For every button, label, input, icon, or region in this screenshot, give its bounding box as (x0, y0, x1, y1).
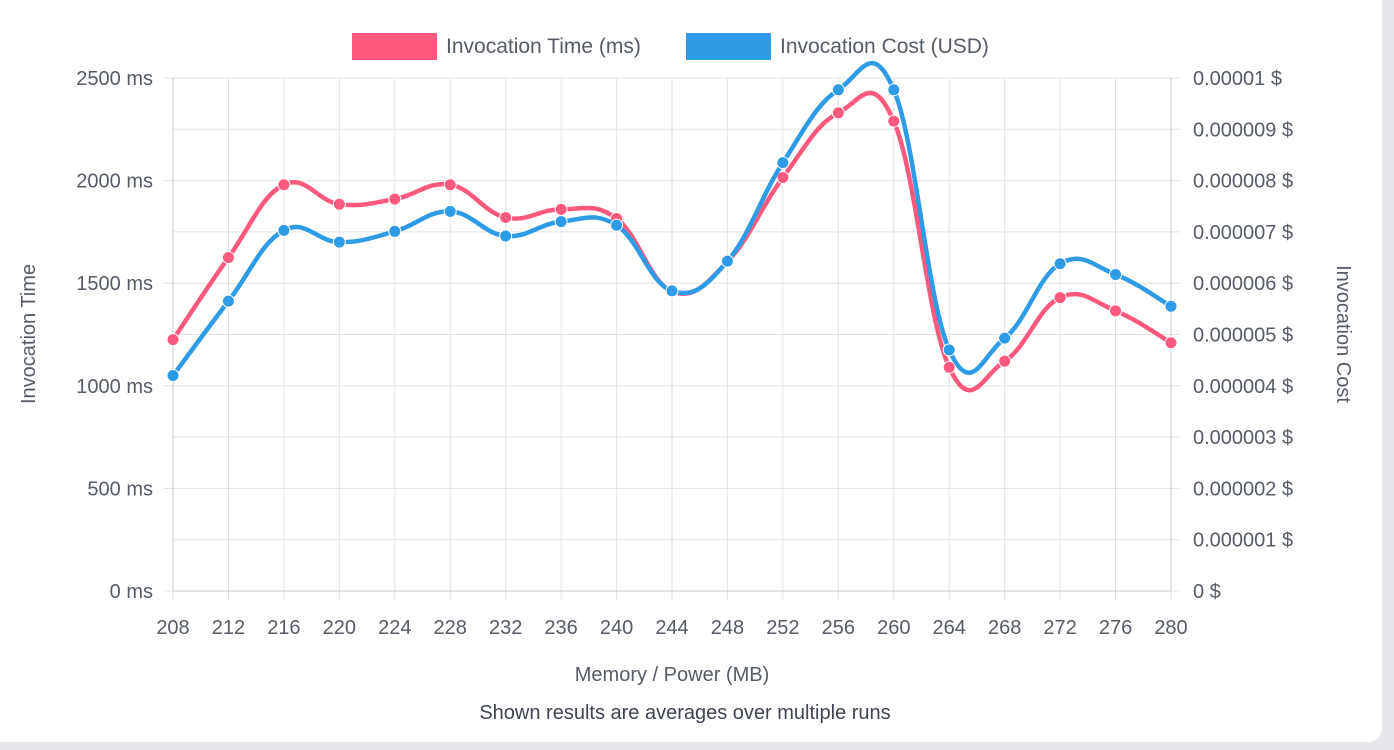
data-point (277, 223, 291, 237)
legend-item-1[interactable]: Invocation Time (ms) (352, 33, 641, 60)
y-left-tick-label: 1500 ms (76, 273, 153, 295)
data-point (998, 354, 1012, 368)
data-point (776, 171, 790, 185)
x-tick-label: 280 (1154, 617, 1187, 639)
x-tick-label: 248 (711, 617, 744, 639)
data-point (942, 360, 956, 374)
y-right-tick-label: 0.000001 $ (1193, 530, 1293, 552)
data-point (887, 114, 901, 128)
x-tick-label: 240 (600, 617, 633, 639)
x-tick-label: 232 (489, 617, 522, 639)
data-point (1109, 304, 1123, 318)
data-point (554, 202, 568, 216)
data-point (221, 251, 235, 265)
data-point (443, 204, 457, 218)
y-right-tick-label: 0.000003 $ (1193, 427, 1293, 449)
y-right-tick-label: 0.000009 $ (1193, 119, 1293, 141)
x-tick-label: 244 (655, 617, 688, 639)
legend-label: Invocation Cost (USD) (780, 35, 989, 58)
y-right-tick-label: 0.000002 $ (1193, 478, 1293, 500)
legend-item-2[interactable]: Invocation Cost (USD) (686, 33, 989, 60)
data-point (1164, 336, 1178, 350)
y-left-tick-label: 2500 ms (76, 68, 153, 90)
y-right-tick-label: 0.00001 $ (1193, 68, 1282, 90)
y-right-tick-label: 0 $ (1193, 581, 1221, 603)
legend[interactable]: Invocation Time (ms) Invocation Cost (USD… (352, 33, 989, 60)
x-tick-label: 252 (766, 617, 799, 639)
x-axis-title: Memory / Power (MB) (575, 664, 769, 686)
x-tick-label: 216 (267, 617, 300, 639)
data-point (388, 224, 402, 238)
y-axis-right-title: Invocation Cost (1332, 265, 1354, 403)
x-tick-label: 208 (156, 617, 189, 639)
data-point (221, 294, 235, 308)
y-right-tick-label: 0.000007 $ (1193, 222, 1293, 244)
data-point (720, 254, 734, 268)
data-point (443, 178, 457, 192)
data-point (332, 235, 346, 249)
data-point (831, 83, 845, 97)
data-point (887, 83, 901, 97)
x-tick-label: 220 (323, 617, 356, 639)
data-point (776, 156, 790, 170)
x-tick-label: 272 (1043, 617, 1076, 639)
chart-note: Shown results are averages over multiple… (479, 702, 890, 724)
data-point (665, 284, 679, 298)
x-tick-label: 212 (212, 617, 245, 639)
y-right-tick-label: 0.000004 $ (1193, 376, 1293, 398)
data-point (499, 211, 513, 225)
x-tick-label: 256 (822, 617, 855, 639)
data-point (831, 106, 845, 120)
y-right-tick-label: 0.000008 $ (1193, 171, 1293, 193)
data-point (277, 178, 291, 192)
data-point (388, 192, 402, 206)
series-layer (166, 60, 1178, 393)
y-left-tick-label: 500 ms (87, 478, 153, 500)
data-point (610, 218, 624, 232)
legend-swatch (352, 33, 437, 60)
y-left-tick-label: 2000 ms (76, 171, 153, 193)
y-right-tick-label: 0.000005 $ (1193, 325, 1293, 347)
y-left-tick-label: 1000 ms (76, 376, 153, 398)
data-point (554, 215, 568, 229)
x-tick-label: 228 (434, 617, 467, 639)
legend-label: Invocation Time (ms) (446, 35, 641, 58)
y-left-tick-label: 0 ms (110, 581, 153, 603)
x-tick-label: 236 (544, 617, 577, 639)
axis-layer: 208 212 216 220 224 228 232 236 240 244 248 252 256 2… (76, 68, 1293, 639)
x-tick-label: 276 (1099, 617, 1132, 639)
data-point (332, 197, 346, 211)
data-point (166, 369, 180, 383)
data-point (1109, 267, 1123, 281)
data-point (1053, 291, 1067, 305)
data-point (166, 333, 180, 347)
x-tick-label: 268 (988, 617, 1021, 639)
x-tick-label: 260 (877, 617, 910, 639)
y-axis-left-title: Invocation Time (18, 264, 40, 404)
data-point (499, 229, 513, 243)
y-right-tick-label: 0.000006 $ (1193, 273, 1293, 295)
x-tick-label: 264 (933, 617, 966, 639)
x-tick-label: 224 (378, 617, 411, 639)
data-point (1164, 299, 1178, 313)
data-point (998, 331, 1012, 345)
series-2 (166, 60, 1178, 383)
legend-swatch (686, 33, 771, 60)
data-point (1053, 257, 1067, 271)
data-point (942, 343, 956, 357)
